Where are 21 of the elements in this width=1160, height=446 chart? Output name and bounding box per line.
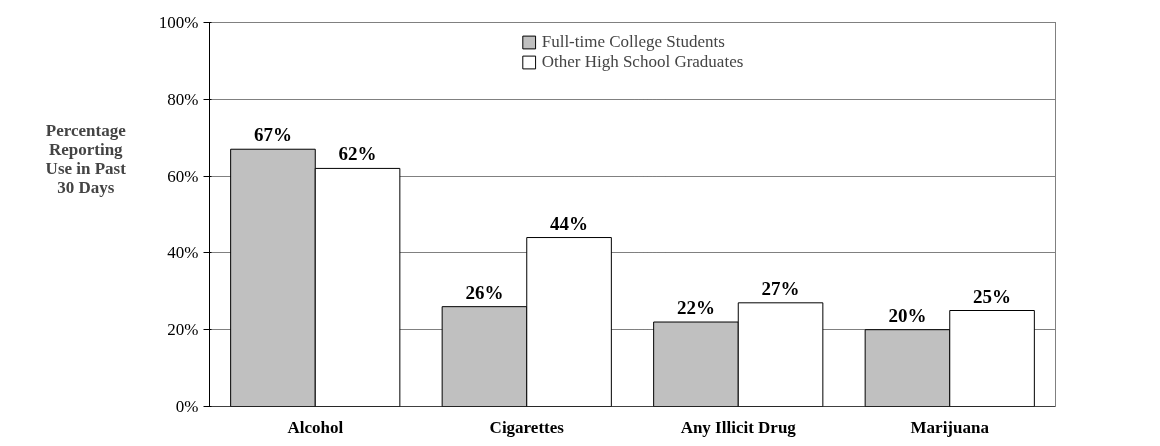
legend-label: Full-time College Students — [541, 32, 725, 52]
data-label: 25% — [973, 285, 1012, 307]
y-axis-title: Percentage Reporting Use in Past 30 Days — [45, 120, 127, 198]
y-tick-label: 60% — [167, 166, 199, 186]
y-tick-label: 40% — [167, 243, 199, 263]
data-label: 27% — [761, 277, 800, 299]
data-label: 44% — [550, 212, 589, 234]
data-label: 26% — [465, 281, 504, 303]
x-tick-label: Any Illicit Drug — [680, 417, 797, 437]
data-label: 67% — [253, 124, 292, 146]
data-label: 62% — [338, 143, 377, 165]
data-label: 22% — [676, 297, 715, 319]
y-tick-label: 100% — [158, 13, 199, 32]
x-tick-label: Alcohol — [287, 417, 344, 437]
data-label: 20% — [888, 304, 927, 326]
x-tick-label: Marijuana — [910, 417, 990, 437]
y-tick-label: 20% — [167, 320, 199, 340]
y-tick-label: 80% — [167, 89, 199, 109]
y-tick-label: 0% — [175, 397, 199, 416]
x-tick-label: Cigarettes — [489, 417, 565, 437]
legend-label: Other High School Graduates — [541, 52, 744, 72]
